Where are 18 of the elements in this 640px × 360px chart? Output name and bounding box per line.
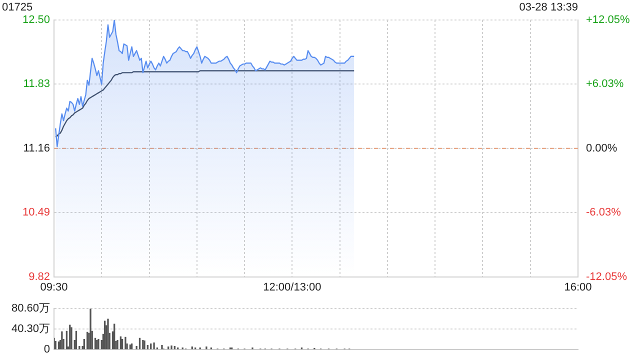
y-tick-label: 40.30万 bbox=[11, 323, 50, 336]
y-tick-label: 12.50 bbox=[22, 14, 50, 26]
y-tick-label: 11.83 bbox=[23, 78, 50, 90]
chart-title: 01725 bbox=[2, 2, 33, 14]
y-tick-label: 0 bbox=[44, 343, 50, 356]
y-tick-label: 80.60万 bbox=[11, 302, 50, 315]
x-tick-label: 16:00 bbox=[564, 281, 592, 294]
y2-tick-label: +6.03% bbox=[586, 78, 624, 90]
y2-tick-label: -12.05% bbox=[586, 270, 628, 283]
x-tick-label: 12:00/13:00 bbox=[263, 281, 322, 294]
text: 03-28 13:39 bbox=[519, 2, 578, 14]
x-tick-label: 09:30 bbox=[40, 281, 68, 294]
y-tick-label: 10.49 bbox=[22, 206, 50, 219]
y2-tick-label: 0.00% bbox=[586, 142, 618, 154]
y2-tick-label: +12.05% bbox=[586, 14, 630, 26]
y-tick-label: 11.16 bbox=[23, 142, 50, 154]
y2-tick-label: -6.03% bbox=[586, 206, 622, 219]
y-tick-label: 9.82 bbox=[28, 270, 50, 283]
